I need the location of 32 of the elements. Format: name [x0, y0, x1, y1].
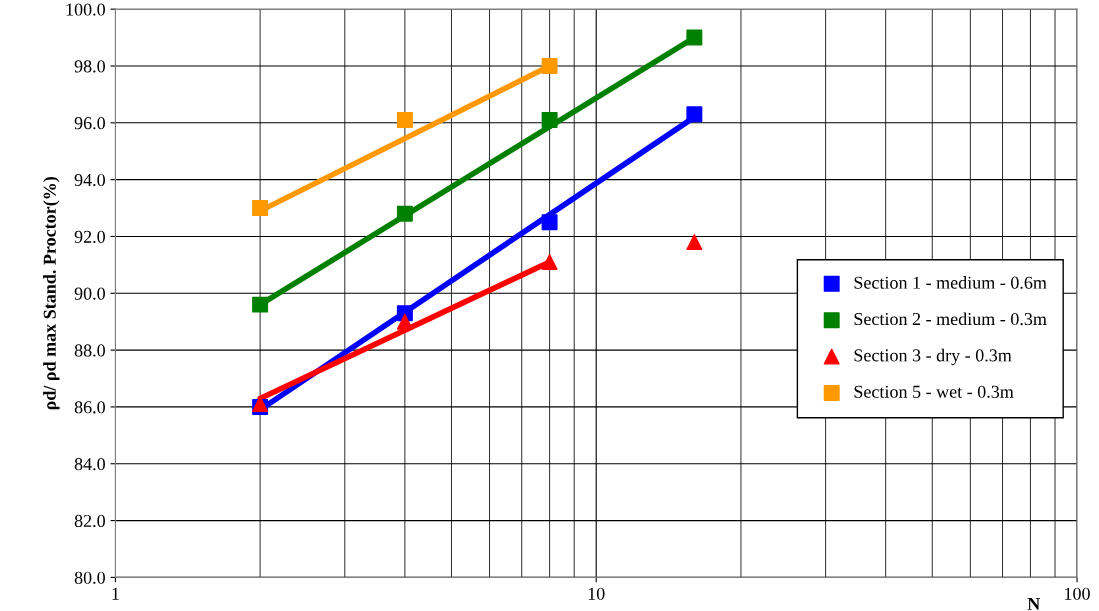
point — [541, 214, 558, 231]
x-tick-label: 10 — [588, 587, 605, 600]
y-tick-label: 84.0 — [74, 458, 105, 471]
legend-label: Section 1 - medium - 0.6m — [854, 276, 1047, 289]
point — [541, 58, 558, 74]
point — [252, 296, 269, 313]
y-tick-label: 88.0 — [74, 344, 105, 357]
point — [541, 254, 558, 271]
y-tick-label: 80.0 — [74, 571, 105, 584]
x-axis-title: N — [1027, 597, 1041, 610]
legend-label: Section 3 - dry - 0.3m — [854, 348, 1012, 366]
y-tick-label: 82.0 — [74, 514, 105, 528]
y-tick-label: 96.0 — [74, 117, 105, 130]
point — [686, 106, 703, 123]
legend-label: Section 5 - wet - 0.3m — [854, 385, 1014, 398]
x-tick-label: 1 — [112, 587, 119, 600]
y-tick-label: 90.0 — [74, 287, 105, 300]
x-tick-label: 100 — [1065, 587, 1090, 600]
point — [396, 111, 413, 128]
point — [396, 205, 413, 222]
y-tick-label: 98.0 — [74, 60, 105, 73]
y-tick-label: 86.0 — [74, 401, 105, 414]
y-axis-title: ρd/ ρd max Stand. Proctor(%) — [43, 176, 60, 410]
legend-label: Section 2 - medium - 0.3m — [854, 312, 1047, 326]
point — [252, 200, 269, 217]
y-tick-label: 100.0 — [66, 3, 105, 16]
point — [396, 313, 413, 330]
point — [686, 234, 703, 251]
point — [686, 29, 703, 46]
y-tick-label: 92.0 — [74, 230, 105, 243]
y-tick-label: 94.0 — [74, 173, 105, 187]
point — [541, 111, 558, 128]
